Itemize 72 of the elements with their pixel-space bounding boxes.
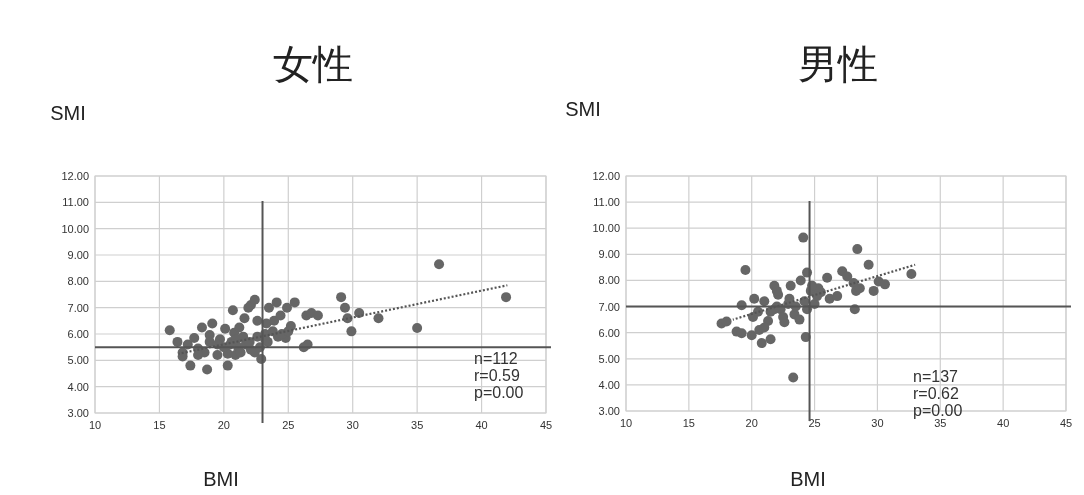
point bbox=[736, 328, 747, 339]
point bbox=[765, 334, 776, 345]
x-tick-label: 35 bbox=[411, 419, 424, 431]
point bbox=[759, 296, 770, 307]
x-tick-label: 25 bbox=[282, 419, 295, 431]
point bbox=[868, 285, 879, 296]
y-tick-label: 8.00 bbox=[598, 274, 620, 287]
point bbox=[778, 312, 789, 322]
y-tick-label: 5.00 bbox=[67, 354, 89, 367]
point bbox=[746, 330, 757, 341]
x-tick-label: 20 bbox=[217, 419, 230, 431]
point bbox=[785, 280, 796, 291]
y-tick-label: 7.00 bbox=[67, 301, 89, 314]
point bbox=[863, 259, 874, 270]
x-tick-label: 25 bbox=[808, 417, 821, 429]
point bbox=[721, 316, 732, 327]
point bbox=[794, 314, 805, 325]
x-tick-label: 10 bbox=[619, 417, 633, 429]
y-tick-label: 10.00 bbox=[61, 222, 89, 235]
y-axis-title: SMI bbox=[50, 102, 86, 124]
y-tick-label: 4.00 bbox=[67, 380, 89, 393]
chart-title: 女性 bbox=[273, 42, 353, 86]
x-tick-label: 30 bbox=[871, 417, 884, 429]
x-tick-label: 20 bbox=[745, 417, 758, 429]
x-tick-label: 40 bbox=[997, 417, 1010, 429]
annotation: n=112 bbox=[474, 350, 518, 367]
y-tick-label: 11.00 bbox=[593, 196, 620, 209]
point bbox=[842, 271, 853, 282]
x-tick-label: 30 bbox=[346, 419, 359, 431]
y-tick-label: 6.00 bbox=[67, 328, 89, 340]
point bbox=[788, 372, 799, 383]
y-tick-label: 12.00 bbox=[61, 170, 89, 182]
y-tick-label: 6.00 bbox=[598, 326, 620, 339]
point bbox=[749, 293, 760, 304]
annotation: r=0.59 bbox=[474, 367, 520, 384]
point bbox=[795, 275, 806, 286]
y-tick-label: 9.00 bbox=[598, 248, 620, 261]
annotation: r=0.62 bbox=[913, 385, 959, 402]
y-tick-label: 12.00 bbox=[592, 170, 620, 182]
point bbox=[822, 272, 833, 283]
point bbox=[852, 244, 863, 255]
x-tick-label: 35 bbox=[934, 417, 947, 429]
y-tick-label: 9.00 bbox=[67, 249, 89, 261]
annotation: p=0.00 bbox=[474, 384, 524, 401]
point bbox=[756, 338, 767, 349]
y-tick-label: 7.00 bbox=[598, 300, 620, 313]
y-tick-label: 3.00 bbox=[67, 407, 89, 419]
y-tick-label: 8.00 bbox=[67, 275, 89, 288]
y-tick-label: 11.00 bbox=[62, 196, 89, 209]
x-tick-label: 15 bbox=[153, 419, 166, 431]
point bbox=[906, 268, 917, 279]
chart-title: 男性 bbox=[798, 42, 878, 86]
x-axis-title: BMI bbox=[790, 468, 826, 490]
annotation: p=0.00 bbox=[913, 402, 963, 419]
y-axis-title: SMI bbox=[565, 98, 601, 120]
point bbox=[771, 285, 782, 296]
x-tick-label: 45 bbox=[1059, 417, 1073, 429]
x-tick-label: 40 bbox=[475, 419, 488, 431]
y-tick-label: 10.00 bbox=[592, 222, 620, 235]
point bbox=[798, 232, 809, 243]
x-tick-label: 15 bbox=[682, 417, 695, 429]
point bbox=[879, 279, 890, 290]
annotation: n=137 bbox=[913, 368, 959, 385]
point bbox=[759, 322, 770, 333]
x-tick-label: 45 bbox=[539, 419, 553, 431]
y-tick-label: 3.00 bbox=[598, 405, 620, 417]
x-tick-label: 10 bbox=[88, 419, 102, 431]
x-axis-title: BMI bbox=[203, 468, 239, 490]
y-tick-label: 4.00 bbox=[598, 378, 620, 391]
y-tick-label: 5.00 bbox=[598, 352, 620, 365]
point bbox=[832, 291, 843, 302]
point bbox=[740, 265, 751, 275]
